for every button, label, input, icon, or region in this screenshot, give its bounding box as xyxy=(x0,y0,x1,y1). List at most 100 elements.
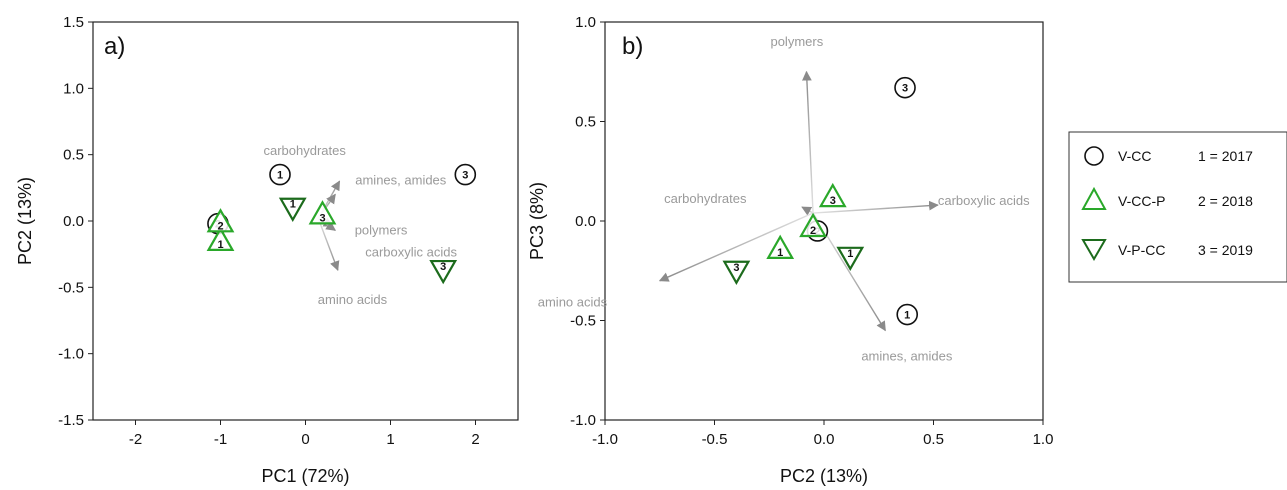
y-tick-label: -0.5 xyxy=(570,313,596,330)
data-point-v-cc-p: 3 xyxy=(818,182,847,208)
loading-vector xyxy=(801,70,814,214)
triangle-up-marker xyxy=(818,182,847,208)
triangle-up-marker xyxy=(308,200,337,225)
data-point-year-label: 2 xyxy=(217,220,223,232)
triangle-up-marker xyxy=(206,226,235,251)
data-point-v-cc-p: 1 xyxy=(766,234,795,259)
circle-marker xyxy=(896,303,919,326)
data-point-v-p-cc: 3 xyxy=(429,259,458,285)
panel-label: a) xyxy=(104,33,125,60)
triangle-up-marker xyxy=(206,208,235,233)
data-point-v-cc: 1 xyxy=(269,163,291,186)
data-point-year-label: 3 xyxy=(902,83,908,95)
data-point-year-label: 1 xyxy=(777,247,783,259)
loading-vector-label: amines, amides xyxy=(355,172,447,187)
x-tick-label: 0.5 xyxy=(923,431,944,448)
legend-box xyxy=(1068,131,1287,283)
loading-vector-label: amines, amides xyxy=(861,348,953,363)
x-tick-label: -1 xyxy=(214,431,227,448)
legend: V-CC 1 = 2017 V-CC-P 2 = 2018 V-P-CC 3 =… xyxy=(1068,131,1287,283)
x-tick-label: 1 xyxy=(386,431,394,448)
data-point-v-cc: 1 xyxy=(896,303,919,326)
triangle-down-marker xyxy=(429,259,458,285)
y-tick-label: 1.5 xyxy=(63,14,84,31)
data-point-year-label: 1 xyxy=(217,239,223,251)
circle-marker xyxy=(269,163,291,186)
data-point-v-cc-p: 2 xyxy=(206,208,235,233)
legend-label-vpcc: V-P-CC xyxy=(1118,242,1165,258)
loading-vector xyxy=(658,212,814,282)
loading-vector-label: polymers xyxy=(355,222,408,237)
data-point-year-label: 1 xyxy=(277,170,283,182)
data-point-year-label: 1 xyxy=(847,248,853,260)
loading-vector-label: polymers xyxy=(770,34,823,49)
data-point-year-label: 1 xyxy=(904,310,910,322)
legend-label-vcc: V-CC xyxy=(1118,148,1151,164)
x-axis-label: PC2 (13%) xyxy=(780,466,868,486)
data-point-v-cc: 3 xyxy=(454,163,477,186)
data-point-year-label: 3 xyxy=(830,195,836,207)
y-tick-label: -1.0 xyxy=(570,412,596,429)
loading-vector-label: amino acids xyxy=(538,295,608,310)
data-point-v-p-cc: 3 xyxy=(722,260,751,285)
triangle-up-marker xyxy=(799,212,827,238)
y-tick-label: 0.5 xyxy=(63,147,84,164)
legend-year-3: 3 = 2019 xyxy=(1198,242,1253,258)
panel-b-pc2-pc3: -1.0 -0.5 0.0 0.5 1.0 -1.0 -0.5 0.0 0.5 1.0 PC2 (1… xyxy=(527,14,1053,486)
legend-triangle-down-icon xyxy=(1081,239,1107,261)
data-point-year-label: 3 xyxy=(733,262,739,274)
x-axis-label: PC1 (72%) xyxy=(261,466,349,486)
loading-vector-label: carbohydrates xyxy=(664,191,747,206)
legend-label-vccp: V-CC-P xyxy=(1118,193,1165,209)
x-tick-label: 0 xyxy=(301,431,309,448)
triangle-down-marker xyxy=(722,260,751,285)
loading-vector-label: carboxylic acids xyxy=(365,244,457,259)
triangle-up-marker xyxy=(766,234,795,259)
data-point-year-label: 3 xyxy=(462,170,468,182)
legend-triangle-up-icon xyxy=(1081,186,1107,210)
triangle-down-marker xyxy=(278,197,307,222)
y-axis-label: PC2 (13%) xyxy=(15,177,35,265)
x-tick-label: -0.5 xyxy=(702,431,728,448)
loading-vector-label: carboxylic acids xyxy=(938,193,1030,208)
circle-marker xyxy=(894,76,916,99)
y-tick-label: -0.5 xyxy=(58,279,84,296)
triangle-down-marker xyxy=(836,246,865,272)
y-tick-label: 0.0 xyxy=(575,213,596,230)
data-point-year-label: 1 xyxy=(290,199,296,211)
plot-frame xyxy=(92,21,519,421)
data-point-v-cc-p: 2 xyxy=(799,212,827,238)
x-tick-label: 0.0 xyxy=(814,431,835,448)
y-tick-label: -1.0 xyxy=(58,346,84,363)
legend-year-1: 1 = 2017 xyxy=(1198,148,1253,164)
legend-circle-icon xyxy=(1084,146,1104,166)
x-tick-label: 1.0 xyxy=(1033,431,1054,448)
y-tick-label: -1.5 xyxy=(58,412,84,429)
data-point-year-label: 3 xyxy=(440,261,446,273)
data-point-v-cc-p: 1 xyxy=(206,226,235,251)
loading-vector xyxy=(813,200,939,214)
loading-vector-label: amino acids xyxy=(318,292,388,307)
y-tick-label: 1.0 xyxy=(575,14,596,31)
data-point-year-label: 2 xyxy=(810,225,816,237)
legend-year-2: 2 = 2018 xyxy=(1198,193,1253,209)
y-tick-label: 0.5 xyxy=(575,114,596,131)
loading-vector xyxy=(317,218,340,272)
x-tick-label: -1.0 xyxy=(592,431,618,448)
x-tick-label: 2 xyxy=(471,431,479,448)
panel-label: b) xyxy=(622,33,643,60)
panel-a-pc1-pc2: -2 -1 0 1 2 -1.5 -1.0 -0.5 0.0 0.5 1.0 1.5 PC1 (72%)… xyxy=(15,14,519,486)
y-axis-label: PC3 (8%) xyxy=(527,182,547,260)
data-point-v-cc-p: 3 xyxy=(308,200,337,225)
y-tick-label: 0.0 xyxy=(63,213,84,230)
plot-frame xyxy=(604,21,1044,421)
data-point-v-cc: 3 xyxy=(894,76,916,99)
x-tick-label: -2 xyxy=(129,431,142,448)
data-point-v-p-cc: 1 xyxy=(278,197,307,222)
y-tick-label: 1.0 xyxy=(63,80,84,97)
data-point-v-p-cc: 1 xyxy=(836,246,865,272)
loading-vector xyxy=(801,206,814,216)
circle-marker xyxy=(454,163,477,186)
loading-vector-label: carbohydrates xyxy=(264,143,347,158)
